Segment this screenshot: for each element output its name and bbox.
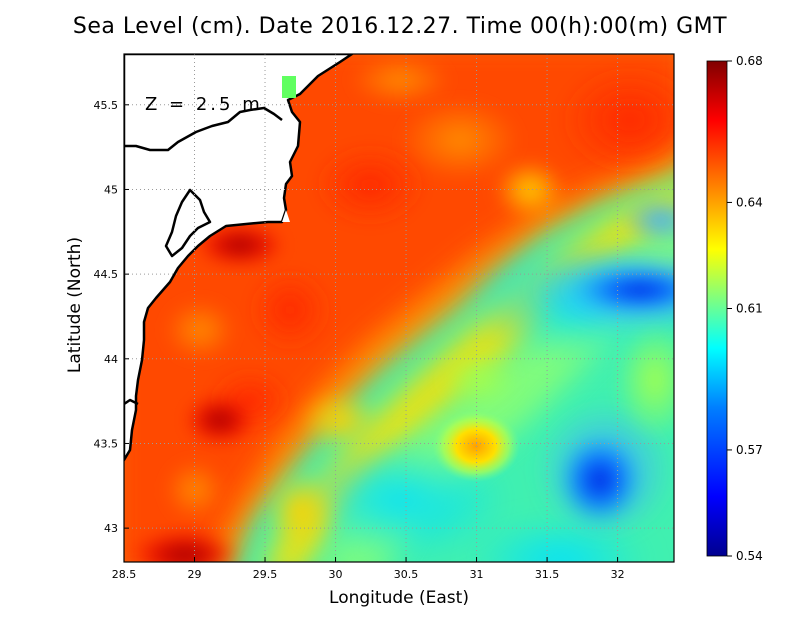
depth-label: Z = 2.5 m (145, 94, 263, 115)
chart-title: Sea Level (cm). Date 2016.12.27. Time 00… (72, 14, 728, 39)
x-tick-label: 30 (329, 568, 343, 581)
colorbar-ticks: 0.68 0.64 0.61 0.57 0.54 (727, 54, 763, 563)
colorbar-tick-label: 0.57 (736, 443, 763, 457)
colorbar-tick-label: 0.54 (736, 549, 763, 563)
y-axis-ticks: 43 43.5 44 44.5 45 45.5 (94, 99, 129, 535)
colorbar (706, 60, 728, 557)
x-axis-label: Longitude (East) (329, 588, 469, 608)
x-tick-label: 31.5 (535, 568, 560, 581)
y-tick-label: 43.5 (94, 437, 119, 450)
y-tick-label: 44.5 (94, 268, 119, 281)
y-tick-label: 45 (104, 183, 118, 196)
sea-level-field (124, 54, 674, 562)
plot-frame (123, 53, 675, 563)
map-grid (124, 54, 674, 562)
colorbar-tick-label: 0.64 (736, 195, 763, 209)
coastal-lagoon (124, 106, 283, 152)
x-tick-label: 31 (470, 568, 484, 581)
colorbar-tick-label: 0.68 (736, 54, 763, 68)
x-tick-label: 28.5 (112, 568, 137, 581)
colorbar-tick-label: 0.61 (736, 302, 763, 316)
land-mass (124, 54, 354, 462)
coastal-lagoon-2 (164, 188, 212, 258)
y-tick-label: 44 (104, 353, 118, 366)
x-tick-label: 29.5 (253, 568, 278, 581)
x-axis-ticks: 28.5 29 29.5 30 30.5 31 31.5 32 (112, 557, 625, 581)
x-tick-label: 29 (188, 568, 202, 581)
coastal-lagoon-3 (124, 398, 139, 406)
x-tick-label: 30.5 (394, 568, 419, 581)
y-axis-label: Latitude (North) (65, 236, 85, 374)
y-tick-label: 45.5 (94, 99, 119, 112)
x-tick-label: 32 (611, 568, 625, 581)
y-tick-label: 43 (104, 522, 118, 535)
